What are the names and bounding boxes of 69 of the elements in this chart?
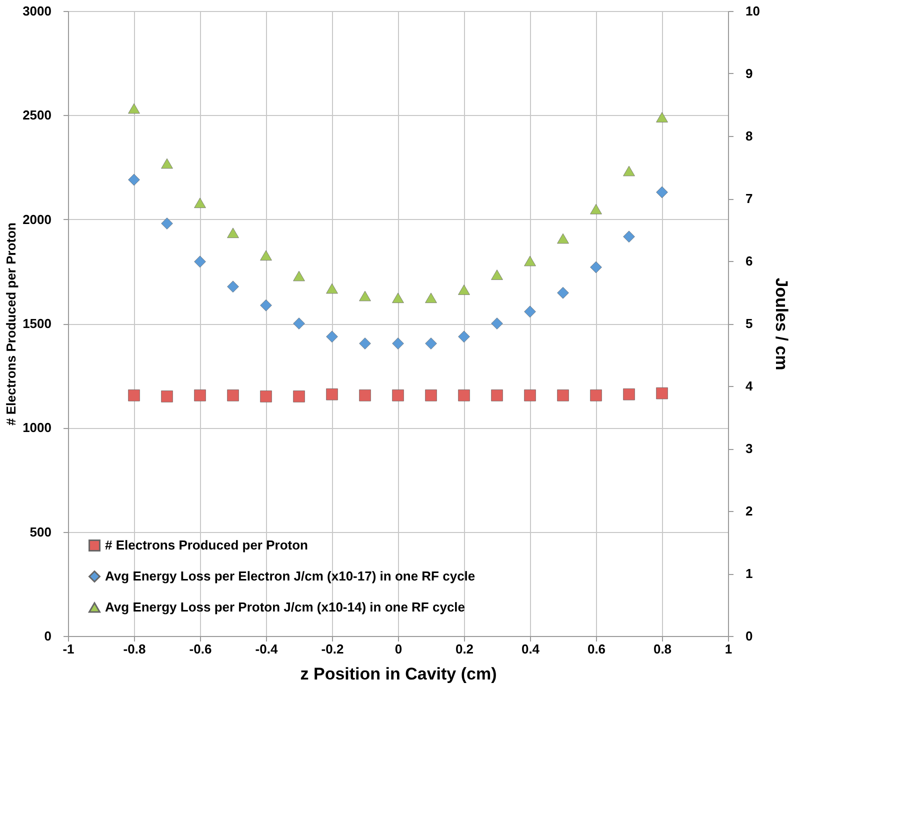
point: [491, 270, 503, 280]
x-tick-label: -0.6: [189, 642, 212, 656]
legend-label: # Electrons Produced per Proton: [105, 538, 308, 552]
y-tick-label: 1500: [22, 316, 52, 331]
point: [293, 270, 305, 282]
y-tick-label: 2500: [22, 108, 52, 123]
point: [359, 338, 371, 350]
point: [227, 280, 239, 293]
y-tick-label: 0: [44, 628, 52, 644]
x-tick-label: 0.4: [521, 642, 540, 656]
y2-tick-label: 6: [746, 254, 753, 268]
x-tick-label: 0.2: [455, 642, 474, 656]
y2-tick-label: 7: [746, 191, 753, 206]
point: [656, 112, 668, 122]
y-tick-label: 1000: [22, 420, 52, 436]
y2-tick-label: 4: [746, 378, 754, 394]
point: [392, 338, 404, 350]
point: [524, 306, 536, 318]
legend-label: Avg Energy Loss per Electron J/cm (x10-17) in one RF cycle: [105, 568, 476, 584]
point: [425, 338, 437, 350]
y-tick-label: 3000: [22, 4, 52, 18]
point: [293, 318, 305, 330]
point: [458, 330, 470, 343]
point: [557, 286, 569, 299]
point: [128, 103, 140, 114]
x-tick-label: -0.4: [255, 642, 278, 656]
point: [392, 292, 404, 304]
y-tick-label: 2000: [22, 212, 52, 227]
y-axis-title: # Electrons Produced per Proton: [4, 222, 19, 426]
x-tick-label: 0: [394, 642, 402, 656]
x-axis-title: z Position in Cavity (cm): [300, 664, 497, 684]
point: [194, 256, 206, 268]
point: [227, 228, 239, 238]
y2-tick-label: 10: [746, 4, 760, 18]
y2-tick-label: 0: [746, 628, 753, 644]
point: [161, 218, 173, 230]
point: [359, 290, 371, 302]
y2-tick-label: 5: [746, 316, 753, 331]
y-tick-label: 500: [30, 524, 52, 540]
point: [590, 204, 602, 214]
point: [128, 174, 140, 186]
x-tick-label: 1: [724, 642, 732, 656]
y2-tick-label: 1: [746, 566, 753, 581]
point: [623, 230, 635, 243]
point: [194, 198, 206, 208]
x-tick-label: 0.8: [653, 642, 672, 656]
point: [458, 284, 470, 295]
point: [425, 292, 437, 304]
point: [326, 283, 338, 294]
point: [260, 299, 272, 312]
point: [524, 256, 536, 266]
point: [656, 186, 668, 198]
point: [326, 330, 338, 343]
y2-axis-title: Joules / cm: [772, 278, 791, 370]
y2-tick-label: 9: [746, 66, 753, 81]
x-tick-label: -0.8: [123, 642, 146, 656]
point: [161, 158, 173, 169]
point: [623, 166, 635, 176]
point: [590, 261, 602, 274]
y2-tick-label: 3: [746, 441, 753, 456]
y2-tick-label: 8: [746, 128, 753, 144]
x-tick-label: 0.6: [587, 642, 606, 656]
y2-tick-label: 2: [746, 504, 753, 518]
point: [260, 250, 272, 261]
legend-label: Avg Energy Loss per Proton J/cm (x10-14) in one RF cycle: [105, 600, 466, 614]
point: [491, 318, 503, 330]
x-tick-label: -0.2: [321, 642, 344, 656]
x-tick-label: -1: [62, 642, 74, 656]
point: [557, 233, 569, 244]
